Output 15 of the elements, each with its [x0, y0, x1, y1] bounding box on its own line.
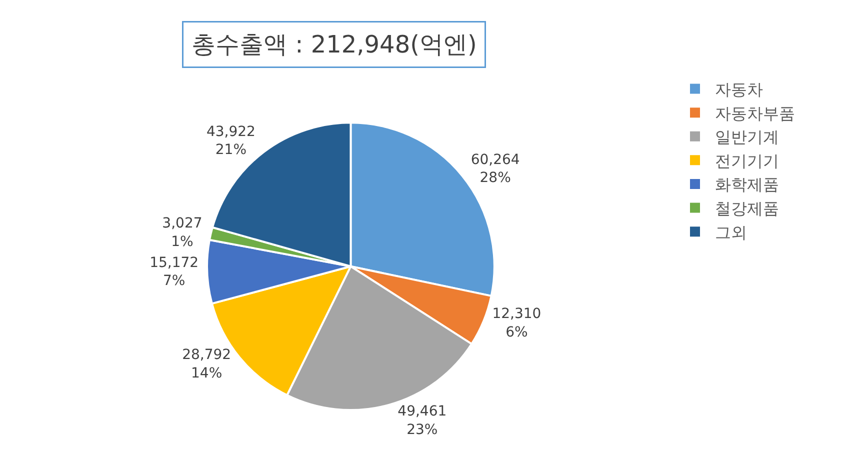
legend-label: 철강제품 [715, 199, 780, 218]
data-label: 15,172 7% [150, 254, 199, 289]
chart-title: 총수출액 : 212,948(억엔) [192, 30, 477, 58]
data-label: 43,922 21% [206, 124, 256, 158]
legend-label: 전기기기 [715, 151, 780, 170]
data-label: 28,792 14% [182, 347, 232, 382]
legend-label: 자동차부품 [715, 104, 796, 123]
legend-label: 화학제품 [715, 175, 780, 194]
data-label: 49,461 23% [398, 404, 447, 438]
legend-label: 자동차 [715, 80, 764, 100]
data-label: 60,264 28% [470, 152, 520, 186]
data-label: 3,027 1% [162, 216, 202, 250]
legend-label: 일반기계 [715, 128, 780, 147]
legend-label: 그외 [715, 222, 748, 242]
data-label: 12,310 6% [492, 306, 542, 340]
